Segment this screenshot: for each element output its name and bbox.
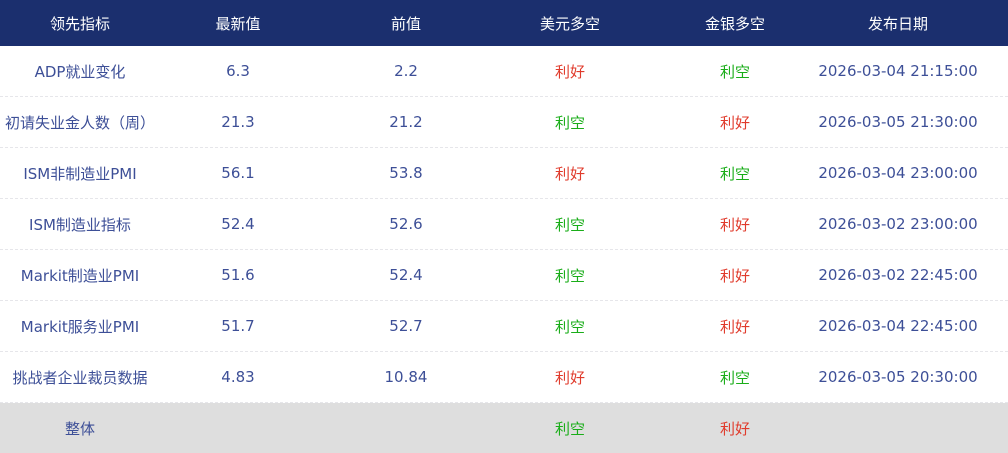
gold-signal: 利空 [719, 164, 750, 183]
release-date: 2026-03-02 22:45:00 [818, 266, 978, 284]
latest-value: 51.6 [221, 266, 255, 284]
latest-value: 21.3 [221, 113, 255, 131]
release-date: 2026-03-05 20:30:00 [818, 368, 978, 386]
table-row: ADP就业变化 6.3 2.2 利好 利空 2026-03-04 21:15:00 [0, 46, 1008, 97]
usd-signal: 利空 [554, 317, 585, 336]
table-header: 领先指标 最新值 前值 美元多空 金银多空 发布日期 [0, 0, 1008, 46]
total-label: 整体 [64, 419, 95, 438]
indicator-name: ADP就业变化 [34, 62, 126, 81]
previous-value: 10.84 [384, 368, 428, 386]
table-row: 初请失业金人数（周） 21.3 21.2 利空 利好 2026-03-05 21:30:0… [0, 97, 1008, 148]
previous-value: 52.4 [389, 266, 423, 284]
gold-signal: 利好 [719, 317, 750, 336]
gold-signal: 利好 [719, 215, 750, 234]
usd-signal: 利空 [554, 215, 585, 234]
table-row: Markit服务业PMI 51.7 52.7 利空 利好 2026-03-04 22:45… [0, 301, 1008, 352]
latest-value: 6.3 [226, 62, 250, 80]
total-row: 整体 利空 利好 [0, 403, 1008, 453]
release-date: 2026-03-04 23:00:00 [818, 164, 978, 182]
gold-signal: 利空 [719, 368, 750, 387]
previous-value: 21.2 [389, 113, 423, 131]
indicator-name: ISM制造业指标 [29, 215, 131, 234]
table-row: ISM制造业指标 52.4 52.6 利空 利好 2026-03-02 23:00:00 [0, 199, 1008, 250]
release-date: 2026-03-05 21:30:00 [818, 113, 978, 131]
header-previous: 前值 [390, 14, 421, 33]
latest-value: 56.1 [221, 164, 255, 182]
table-row: 挑战者企业裁员数据 4.83 10.84 利好 利空 2026-03-05 20:30:0… [0, 352, 1008, 403]
header-indicator: 领先指标 [49, 14, 110, 33]
indicator-name: ISM非制造业PMI [23, 164, 137, 183]
usd-signal: 利好 [554, 164, 585, 183]
previous-value: 52.7 [389, 317, 423, 335]
usd-signal: 利好 [554, 368, 585, 387]
usd-signal: 利空 [554, 113, 585, 132]
gold-signal: 利好 [719, 266, 750, 285]
previous-value: 53.8 [389, 164, 423, 182]
release-date: 2026-03-04 21:15:00 [818, 62, 978, 80]
indicator-name: 初请失业金人数（周） [4, 113, 155, 132]
gold-signal: 利好 [719, 113, 750, 132]
latest-value: 51.7 [221, 317, 255, 335]
usd-signal: 利空 [554, 266, 585, 285]
table-row: Markit制造业PMI 51.6 52.4 利空 利好 2026-03-02 22:45… [0, 250, 1008, 301]
header-gold: 金银多空 [704, 14, 765, 33]
latest-value: 4.83 [221, 368, 255, 386]
table-row: ISM非制造业PMI 56.1 53.8 利好 利空 2026-03-04 23:00:0… [0, 148, 1008, 199]
header-usd: 美元多空 [539, 14, 600, 33]
header-latest: 最新值 [215, 14, 261, 33]
gold-signal: 利空 [719, 62, 750, 81]
indicator-name: 挑战者企业裁员数据 [12, 368, 148, 387]
latest-value: 52.4 [221, 215, 255, 233]
release-date: 2026-03-02 23:00:00 [818, 215, 978, 233]
usd-signal: 利好 [554, 62, 585, 81]
indicator-name: Markit制造业PMI [20, 266, 140, 285]
total-gold: 利好 [719, 419, 750, 438]
indicator-name: Markit服务业PMI [20, 317, 140, 336]
release-date: 2026-03-04 22:45:00 [818, 317, 978, 335]
previous-value: 52.6 [389, 215, 423, 233]
header-date: 发布日期 [867, 14, 928, 33]
previous-value: 2.2 [394, 62, 418, 80]
total-usd: 利空 [554, 419, 585, 438]
